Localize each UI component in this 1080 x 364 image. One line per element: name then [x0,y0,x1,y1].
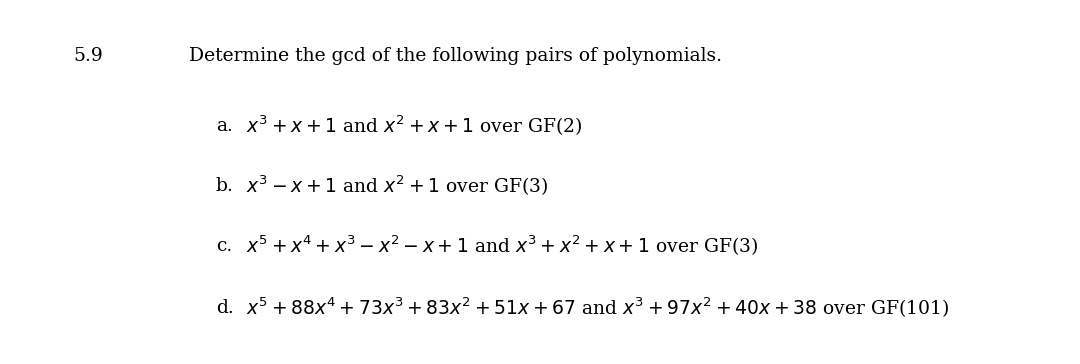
Text: Determine the gcd of the following pairs of polynomials.: Determine the gcd of the following pairs… [189,47,723,66]
Text: $x^5 + 88x^4 + 73x^3 + 83x^2 + 51x + 67$ and $x^3 + 97x^2 + 40x + 38$ over GF(10: $x^5 + 88x^4 + 73x^3 + 83x^2 + 51x + 67$… [246,296,949,320]
Text: $x^5 + x^4 + x^3 - x^2 - x + 1$ and $x^3 + x^2 + x + 1$ over GF(3): $x^5 + x^4 + x^3 - x^2 - x + 1$ and $x^3… [246,234,758,258]
Text: 5.9: 5.9 [73,47,104,66]
Text: d.: d. [216,298,233,317]
Text: b.: b. [216,177,234,195]
Text: $x^3 + x + 1$ and $x^2 + x + 1$ over GF(2): $x^3 + x + 1$ and $x^2 + x + 1$ over GF(… [246,114,583,138]
Text: c.: c. [216,237,232,255]
Text: $x^3 - x + 1$ and $x^2 + 1$ over GF(3): $x^3 - x + 1$ and $x^2 + 1$ over GF(3) [246,174,549,198]
Text: a.: a. [216,116,233,135]
